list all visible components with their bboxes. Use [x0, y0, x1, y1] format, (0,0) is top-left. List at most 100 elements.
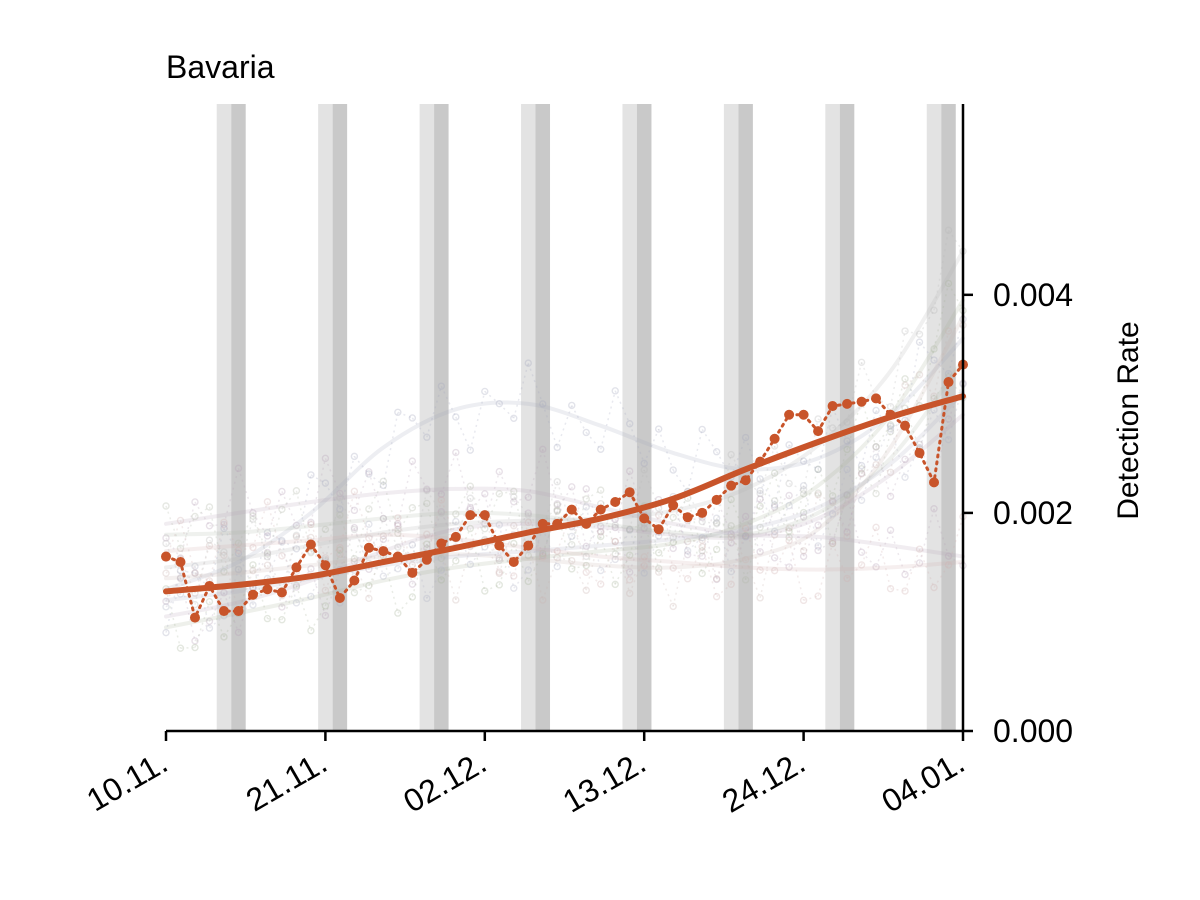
background-series-7-point-48 [857, 561, 866, 569]
background-series-1-dot-link-46 [817, 469, 834, 497]
background-series-4-dot-link-23 [484, 540, 500, 574]
background-series-0-dot-link-14 [353, 527, 370, 570]
background-series-3-point-22 [481, 387, 489, 396]
background-series-3-point-7 [263, 528, 272, 537]
background-series-3-dot-link-45 [803, 460, 819, 471]
background-series-1-point-28 [568, 565, 576, 573]
background-series-2-point-14 [365, 468, 373, 476]
daily-detection-rate-point-21 [465, 510, 476, 521]
background-series-6-point-48 [857, 496, 866, 504]
background-series-4-point-11 [321, 586, 330, 595]
background-series-7-point-51 [901, 587, 909, 595]
background-series-1-point-3 [205, 597, 214, 606]
background-series-0-point-39 [727, 539, 735, 547]
background-series-5-point-15 [379, 477, 388, 485]
background-series-5-dot-link-6 [237, 515, 254, 544]
background-series-1-dot-link-25 [513, 543, 529, 582]
background-series-3-point-25 [524, 359, 532, 367]
background-series-8-point-44 [799, 486, 808, 494]
background-series-6-point-33 [640, 569, 648, 577]
background-series-4-dot-link-33 [629, 556, 645, 594]
daily-detection-rate-point-34 [653, 524, 664, 535]
background-series-2-point-19 [437, 490, 446, 498]
background-series-0-point-10 [307, 565, 315, 573]
background-series-3-point-28 [568, 401, 576, 410]
background-series-6-dot-link-5 [223, 569, 240, 616]
background-series-6-point-42 [770, 527, 779, 536]
background-series-4-point-54 [944, 327, 953, 335]
background-series-5-point-19 [437, 554, 446, 563]
background-series-6-dot-link-27 [542, 528, 558, 567]
background-series-0-point-2 [191, 637, 199, 645]
background-series-6-point-41 [756, 486, 764, 495]
weekend-sunday-band-6 [839, 104, 855, 731]
background-series-2-point-3 [205, 522, 214, 530]
background-series-5-dot-link-8 [266, 509, 283, 555]
background-series-3-point-43 [785, 441, 793, 449]
background-series-2-dot-link-20 [440, 452, 457, 495]
daily-detection-rate-point-22 [479, 510, 490, 521]
background-series-2-dot-link-7 [252, 512, 269, 537]
background-series-8-point-6 [249, 515, 257, 523]
background-series-4-point-43 [785, 524, 793, 532]
daily-detection-rate-point-37 [697, 507, 708, 518]
background-series-2-dot-link-6 [237, 468, 254, 514]
background-series-6-point-25 [524, 566, 532, 574]
background-series-5-point-46 [828, 539, 837, 548]
background-series-4-point-39 [727, 533, 735, 542]
background-series-1-dot-link-27 [542, 511, 558, 554]
background-series-3-dot-link-2 [180, 569, 196, 574]
background-series-8-point-7 [263, 553, 272, 561]
background-series-7-point-7 [263, 498, 272, 506]
x-tick-label-1: 21.11. [240, 744, 333, 818]
background-series-7-point-14 [365, 534, 373, 542]
background-series-3-dot-link-26 [527, 362, 544, 405]
background-series-2-point-29 [582, 485, 590, 493]
background-series-6-point-39 [727, 567, 735, 576]
background-series-4-dot-link-13 [339, 553, 355, 563]
daily-detection-rate-point-52 [914, 447, 925, 458]
background-series-5-point-22 [481, 525, 489, 533]
background-series-0-dot-link-25 [513, 512, 529, 536]
background-series-5-point-30 [597, 486, 605, 494]
background-series-4-dot-link-55 [948, 324, 964, 332]
background-series-6-dot-link-43 [773, 505, 790, 532]
background-series-3-point-8 [278, 536, 286, 545]
background-series-2-dot-link-45 [802, 516, 819, 551]
daily-detection-rate-point-39 [726, 480, 737, 491]
background-series-3-point-29 [582, 428, 590, 437]
background-series-5-point-34 [654, 564, 663, 573]
background-series-7-dot-link-54 [933, 564, 950, 588]
background-series-5-point-48 [857, 465, 866, 473]
background-series-0-point-47 [843, 528, 851, 536]
background-series-5-dot-link-54 [933, 376, 950, 400]
background-series-7-dot-link-52 [904, 548, 921, 592]
background-series-5-point-4 [220, 568, 228, 576]
background-series-4-point-47 [843, 532, 851, 541]
background-series-7-dot-link-50 [875, 527, 892, 589]
background-series-3-point-13 [350, 452, 359, 461]
background-series-7-point-44 [799, 596, 808, 605]
background-series-7-point-35 [669, 564, 677, 572]
background-series-7-line [164, 532, 965, 572]
daily-detection-rate-point-32 [624, 487, 635, 498]
background-series-0-dot-link-54 [933, 418, 950, 482]
background-series-2-dot-link-40 [731, 533, 746, 538]
background-series-3-point-23 [495, 400, 503, 408]
background-series-2-dot-link-31 [600, 526, 616, 533]
background-series-3-point-19 [437, 382, 446, 390]
background-series-1-point-40 [741, 531, 750, 540]
background-series-6-point-27 [553, 562, 561, 571]
background-series-0-point-29 [582, 542, 590, 551]
daily-detection-rate-point-54 [943, 377, 954, 388]
weekend-saturday-band-4 [622, 104, 637, 731]
daily-detection-rate-point-35 [668, 500, 679, 511]
background-series-8-dot-link-2 [179, 578, 196, 605]
background-series-0-dot-link-51 [889, 459, 906, 497]
background-series-3-point-34 [654, 425, 663, 433]
background-series-0-point-13 [350, 524, 359, 532]
background-series-4-point-16 [394, 525, 402, 534]
weekend-sunday-band-5 [738, 104, 753, 731]
background-series-6-dot-link-21 [455, 521, 472, 565]
daily-detection-rate-point-23 [494, 540, 505, 551]
